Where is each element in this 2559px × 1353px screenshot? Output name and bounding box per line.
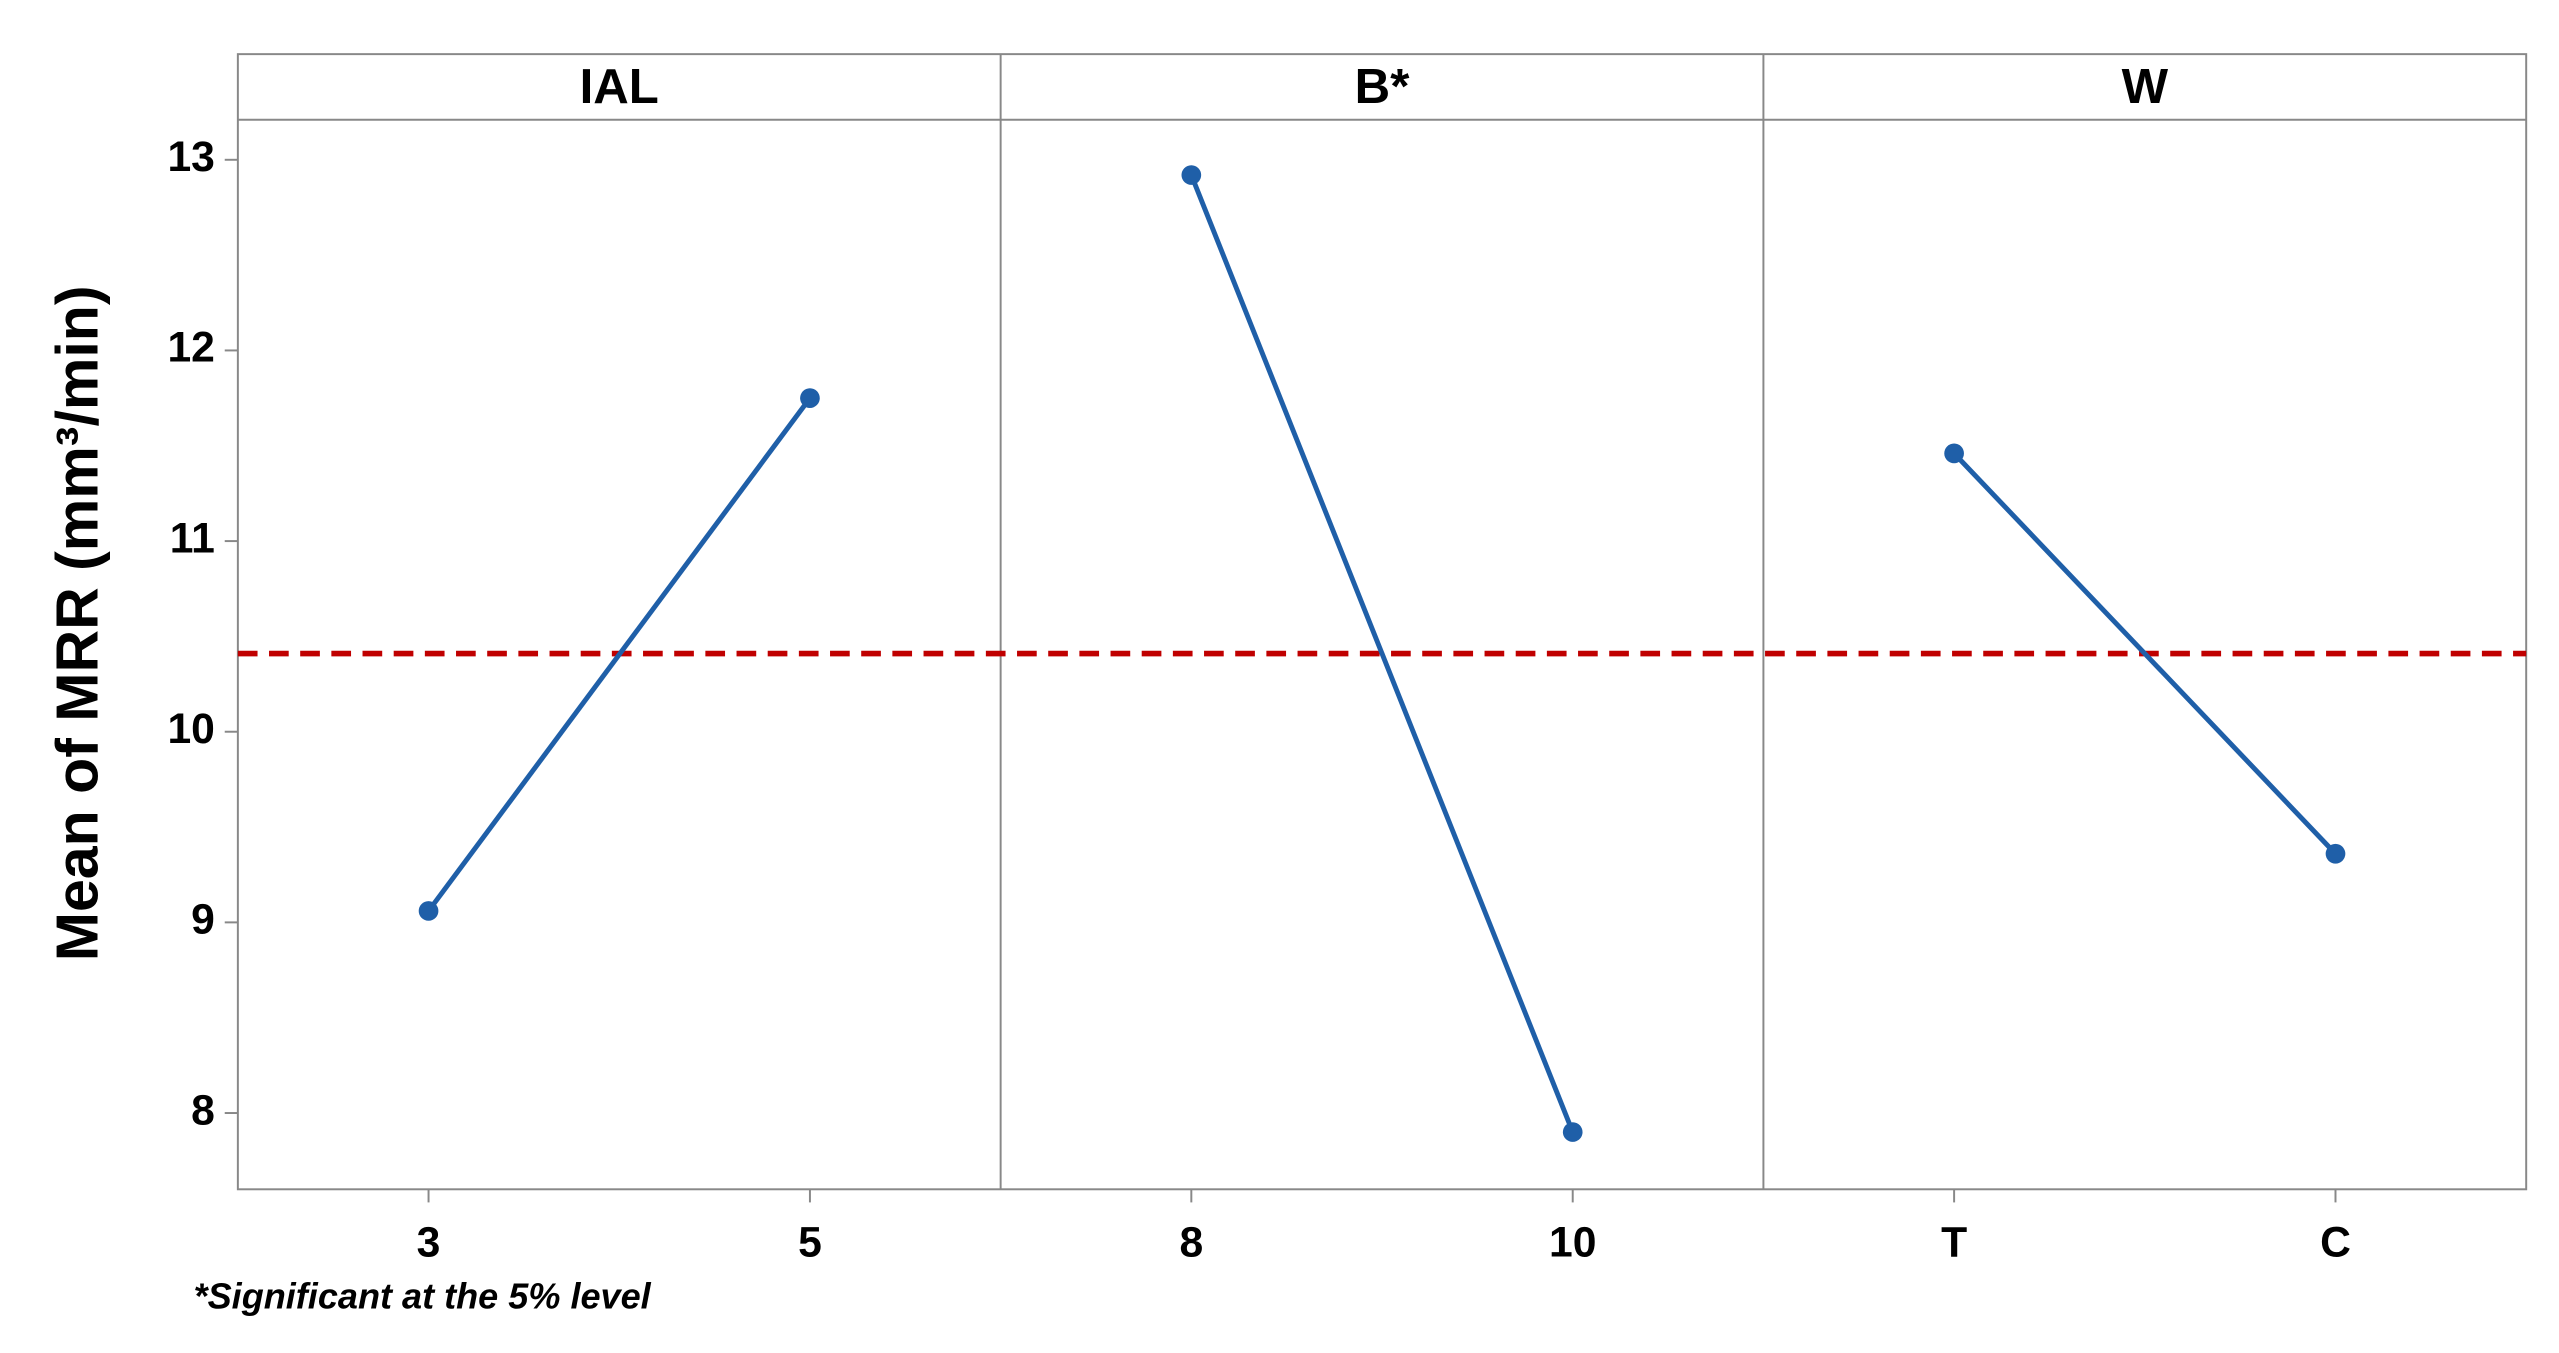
point [418, 901, 439, 921]
effect-line [426, 396, 812, 913]
point [800, 388, 820, 408]
x-tick-label: 8 [1179, 1218, 1203, 1266]
effect-line [1189, 174, 1576, 1134]
y-tick-label: 8 [191, 1086, 215, 1134]
point [1562, 1122, 1583, 1142]
plot-frame [236, 53, 2528, 1191]
y-axis-label: Mean of MRR (mm³/min) [45, 285, 111, 961]
panel-title: W [2122, 59, 2169, 114]
y-tick-label: 12 [167, 324, 214, 372]
y-tick-label: 11 [170, 514, 215, 562]
x-tick-label: 3 [417, 1218, 441, 1266]
point [1944, 443, 1964, 464]
y-tick-label: 10 [167, 705, 214, 753]
y-tick-label: 13 [167, 133, 214, 181]
footnote: *Significant at the 5% level [194, 1276, 652, 1317]
panel-title: B* [1355, 59, 1411, 114]
y-tick-label: 9 [191, 896, 215, 944]
x-tick-label: C [2320, 1218, 2351, 1266]
point [1181, 165, 1202, 185]
x-tick-label: 10 [1549, 1218, 1596, 1266]
effect-line [1952, 451, 2338, 856]
x-tick-label: T [1941, 1218, 1967, 1266]
panel-title: IAL [580, 59, 659, 114]
x-tick-label: 5 [798, 1218, 822, 1266]
point [2325, 843, 2346, 864]
